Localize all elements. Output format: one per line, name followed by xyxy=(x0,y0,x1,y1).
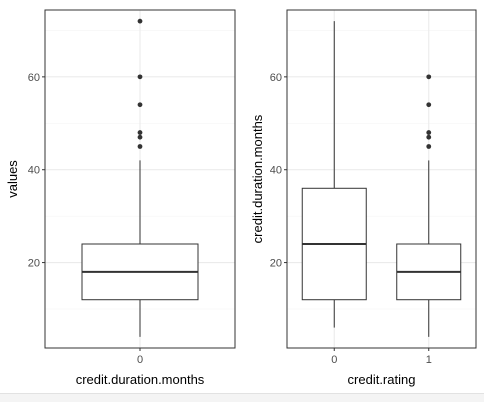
box-0 xyxy=(301,21,367,328)
outlier-point xyxy=(137,134,143,140)
y-tick-label: 60 xyxy=(28,72,40,84)
box-1 xyxy=(396,74,462,337)
outlier-point xyxy=(137,144,143,149)
chart-panel-2: 20 40 60 0 1 credit.rating credit.duration.mon… xyxy=(250,9,477,387)
panel-border xyxy=(286,9,477,349)
outlier-point xyxy=(426,134,432,140)
outlier-point xyxy=(426,74,432,80)
x-tick-label: 1 xyxy=(426,354,432,366)
outlier-point xyxy=(137,18,143,24)
x-axis-title: credit.duration.months xyxy=(76,372,205,387)
outlier-point xyxy=(426,144,432,149)
outlier-point xyxy=(426,102,432,108)
y-tick-label: 40 xyxy=(28,165,40,177)
box-0 xyxy=(81,18,199,337)
y-axis-title: values xyxy=(5,160,20,198)
x-tick-label: 0 xyxy=(137,354,143,366)
outlier-point xyxy=(137,130,143,135)
x-axis-title: credit.rating xyxy=(348,372,416,387)
y-tick-label: 40 xyxy=(270,165,282,177)
y-tick-label: 60 xyxy=(270,72,282,84)
y-axis-title: credit.duration.months xyxy=(250,114,265,243)
outlier-point xyxy=(137,74,143,80)
x-tick-label: 0 xyxy=(331,354,337,366)
y-tick-label: 20 xyxy=(270,258,282,270)
chart-panel-1: 20 40 60 0 credit.duration.months values xyxy=(5,9,236,387)
outlier-point xyxy=(426,130,432,135)
window-bottom-strip xyxy=(0,393,484,402)
outlier-point xyxy=(137,102,143,108)
y-tick-label: 20 xyxy=(28,258,40,270)
